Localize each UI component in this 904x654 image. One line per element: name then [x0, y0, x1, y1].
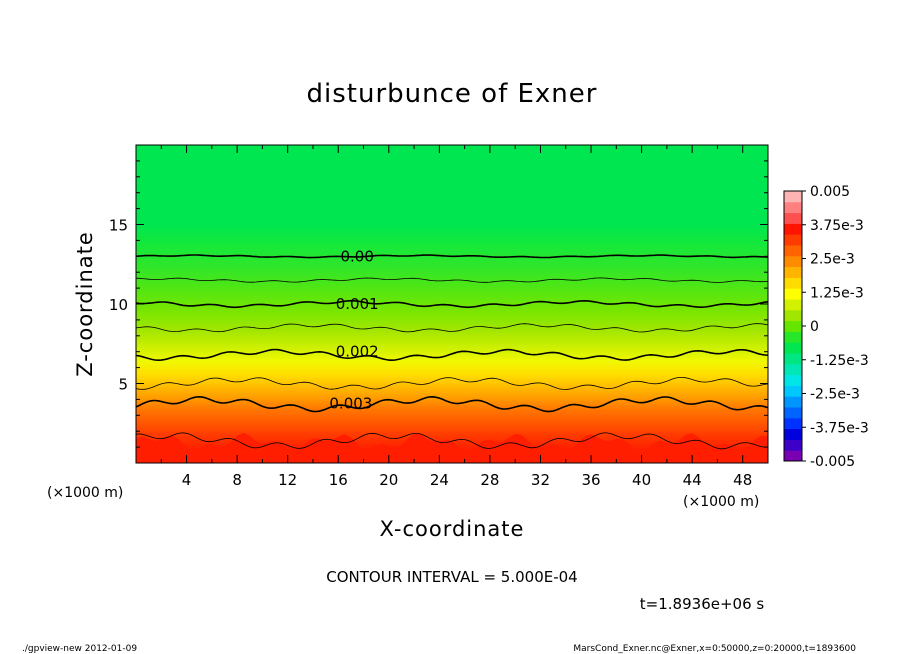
colorbar-swatch [784, 234, 802, 246]
colorbar-swatch [784, 385, 802, 397]
contour-line [136, 277, 768, 283]
colorbar-swatch [784, 191, 802, 203]
colorbar-swatch [784, 428, 802, 440]
colorbar-swatch [784, 223, 802, 235]
chart-title: disturbunce of Exner [307, 79, 598, 109]
footer-right: MarsCond_Exner.nc@Exner,x=0:50000,z=0:20… [573, 644, 856, 654]
contour-interval-text: CONTOUR INTERVAL = 5.000E-04 [326, 568, 577, 586]
colorbar-label: 2.5e-3 [810, 252, 855, 268]
x-tick-label: 48 [733, 471, 752, 489]
colorbar-swatch [784, 212, 802, 224]
colorbar-swatch [784, 407, 802, 419]
contour-line [136, 254, 768, 259]
colorbar-swatch [784, 201, 802, 214]
colorbar-swatch [784, 266, 802, 278]
x-tick-label: 28 [480, 471, 499, 489]
time-text: t=1.8936e+06 s [640, 595, 765, 613]
contour-line [136, 377, 768, 390]
colorbar [783, 190, 803, 462]
heatmap-field [136, 145, 768, 463]
colorbar-label: 0.005 [810, 184, 850, 200]
colorbar-label: -2.5e-3 [810, 387, 860, 403]
y-axis: 5 10 15 [109, 160, 768, 448]
x-unit-left: (×1000 m) [47, 485, 123, 501]
colorbar-label: 3.75e-3 [810, 218, 864, 234]
y-tick-label: 15 [109, 217, 128, 235]
contour-line [136, 323, 768, 333]
colorbar-swatch [784, 277, 802, 289]
contour-line [136, 299, 768, 309]
colorbar-swatch [784, 320, 802, 332]
colorbar-swatch [784, 353, 802, 365]
x-tick-label: 40 [632, 471, 651, 489]
x-tick-label: 32 [531, 471, 550, 489]
colorbar-label: 0 [810, 319, 819, 335]
colorbar-swatch [784, 342, 802, 354]
colorbar-label: -3.75e-3 [810, 420, 869, 436]
contour-label: 0.002 [336, 343, 379, 361]
contour-line [136, 348, 768, 362]
y-axis-label: Z-coordinate [73, 231, 97, 377]
colorbar-swatch [784, 396, 802, 408]
x-tick-label: 36 [581, 471, 600, 489]
colorbar-swatch [784, 255, 802, 268]
x-tick-label: 44 [683, 471, 702, 489]
x-tick-label: 8 [232, 471, 242, 489]
contour-line [136, 395, 768, 413]
colorbar-swatch [784, 417, 802, 430]
x-axis: 4 8 12 16 20 24 28 32 36 40 44 48 [160, 145, 752, 489]
x-tick-label: 20 [379, 471, 398, 489]
colorbar-swatch [784, 363, 802, 376]
colorbar-labels: 0.005 3.75e-3 2.5e-3 1.25e-3 0 -1.25e-3 -2.5e-… [802, 184, 869, 470]
contour-label: 0.00 [340, 247, 373, 265]
colorbar-swatch [784, 245, 802, 257]
x-tick-label: 4 [182, 471, 192, 489]
y-tick-label: 5 [118, 376, 128, 394]
y-tick-label: 10 [109, 296, 128, 314]
colorbar-swatch [784, 439, 802, 451]
x-axis-label: X-coordinate [380, 517, 525, 541]
colorbar-swatch [784, 450, 802, 462]
surface-region [136, 432, 768, 463]
colorbar-swatch [784, 374, 802, 386]
x-tick-label: 24 [430, 471, 449, 489]
x-tick-label: 16 [329, 471, 348, 489]
colorbar-swatch [784, 331, 802, 343]
colorbar-label: -1.25e-3 [810, 353, 869, 369]
field-fill [136, 145, 768, 463]
colorbar-swatch [784, 288, 802, 300]
contour-line [136, 432, 768, 450]
x-tick-label: 12 [278, 471, 297, 489]
footer-left: ./gpview-new 2012-01-09 [22, 644, 137, 654]
x-unit-right: (×1000 m) [683, 494, 759, 510]
colorbar-swatch [784, 299, 802, 311]
colorbar-label: 1.25e-3 [810, 285, 864, 301]
contour-label: 0.001 [336, 295, 379, 313]
colorbar-label: -0.005 [810, 454, 855, 470]
contour-label: 0.003 [329, 394, 372, 412]
colorbar-swatch [784, 309, 802, 322]
